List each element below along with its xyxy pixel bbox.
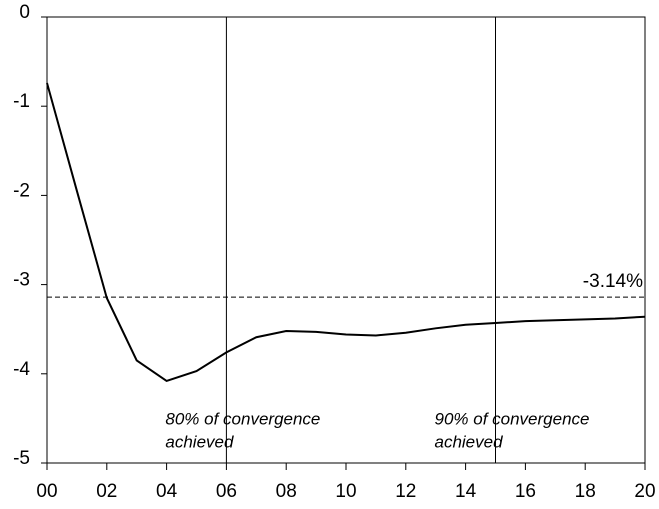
- x-tick-label: 08: [276, 481, 297, 502]
- x-tick-label: 00: [36, 481, 57, 502]
- y-tick-label: 0: [19, 2, 30, 23]
- x-tick-label: 20: [634, 481, 655, 502]
- reference-label: -3.14%: [583, 271, 643, 292]
- x-tick-label: 04: [156, 481, 178, 502]
- x-tick-label: 14: [455, 481, 477, 502]
- annotation-text: 90% of convergence: [435, 409, 590, 428]
- x-tick-label: 10: [335, 481, 356, 502]
- y-tick-label: -2: [13, 180, 30, 201]
- y-tick-label: -5: [13, 448, 30, 469]
- annotation-text: 80% of convergence: [165, 409, 320, 428]
- annotation-text: achieved: [165, 432, 234, 451]
- y-tick-label: -4: [13, 359, 30, 380]
- plot-frame: [46, 16, 646, 464]
- y-tick-label: -1: [13, 91, 30, 112]
- x-tick-label: 16: [515, 481, 536, 502]
- x-tick-label: 02: [96, 481, 117, 502]
- x-tick-label: 12: [395, 481, 416, 502]
- annotation-text: achieved: [435, 432, 504, 451]
- x-tick-label: 18: [575, 481, 596, 502]
- x-tick-label: 06: [216, 481, 237, 502]
- y-tick-label: -3: [13, 270, 30, 291]
- line-series: [46, 82, 646, 383]
